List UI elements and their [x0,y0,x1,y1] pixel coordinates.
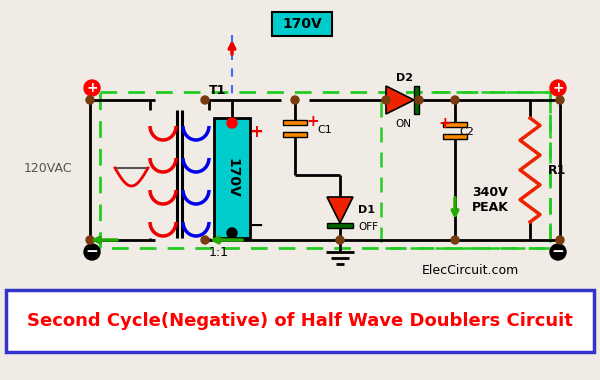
Text: 170V: 170V [282,17,322,31]
Text: 120VAC: 120VAC [24,162,72,174]
Circle shape [550,244,566,260]
Text: OFF: OFF [358,222,378,232]
Circle shape [550,80,566,96]
Text: +: + [86,81,98,95]
Circle shape [451,96,459,104]
Text: 170V: 170V [225,158,239,198]
Bar [443,122,467,127]
Text: Second Cycle(Negative) of Half Wave Doublers Circuit: Second Cycle(Negative) of Half Wave Doub… [27,312,573,330]
Polygon shape [386,86,414,114]
FancyBboxPatch shape [6,290,594,352]
Circle shape [556,96,564,104]
Text: 340V
PEAK: 340V PEAK [472,186,508,214]
Circle shape [84,80,100,96]
Polygon shape [327,197,353,223]
Text: +: + [438,117,451,131]
Circle shape [291,96,299,104]
Text: +: + [552,81,564,95]
Bar [283,132,307,137]
FancyBboxPatch shape [272,12,332,36]
Text: D1: D1 [358,205,375,215]
Circle shape [201,236,209,244]
Circle shape [382,96,390,104]
Text: 1:1: 1:1 [209,245,229,258]
Circle shape [84,244,100,260]
Text: R1: R1 [548,163,566,176]
Circle shape [86,236,94,244]
Text: ON: ON [395,119,411,129]
Text: ElecCircuit.com: ElecCircuit.com [421,263,518,277]
Circle shape [415,96,423,104]
Circle shape [451,236,459,244]
Bar [414,86,419,114]
Text: +: + [307,114,319,130]
Text: +: + [249,123,263,141]
Circle shape [227,118,237,128]
Bar [327,223,353,228]
Text: −: − [86,244,98,260]
Text: −: − [551,244,565,260]
Circle shape [556,236,564,244]
Text: D2: D2 [396,73,413,83]
Text: T1: T1 [209,84,226,97]
Circle shape [227,228,237,238]
Text: −: − [248,217,263,235]
Circle shape [201,96,209,104]
Text: C2: C2 [459,127,474,137]
Text: C1: C1 [317,125,332,135]
FancyBboxPatch shape [214,118,250,238]
Bar [443,134,467,139]
Circle shape [86,96,94,104]
Circle shape [336,236,344,244]
Bar [283,120,307,125]
